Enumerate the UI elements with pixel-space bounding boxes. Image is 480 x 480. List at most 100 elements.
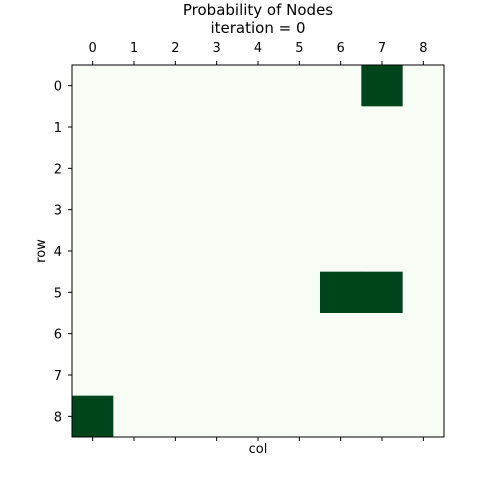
heatmap-cell [113,271,156,314]
heatmap-cell [402,354,445,397]
heatmap-cell [361,230,404,273]
heatmap-cell [72,65,114,107]
heatmap-cell [361,106,404,149]
heatmap-cell [320,395,362,438]
x-tick-label: 0 [89,41,97,56]
heatmap-cell [154,271,197,314]
chart-title: Probability of Nodes [183,1,333,19]
heatmap-cell [154,313,197,355]
heatmap-cell [402,106,445,149]
y-tick-label: 6 [54,328,62,343]
x-axis-label: col [249,442,268,457]
heatmap-cell [278,147,321,190]
heatmap-cell [320,230,362,273]
heatmap-cell [196,147,238,190]
heatmap-cell [154,230,197,273]
x-tick-label: 7 [378,41,386,56]
heatmap-cell [72,189,114,231]
heatmap-cell [237,65,280,107]
heatmap-cell [320,189,362,231]
x-tick-label: 1 [130,41,138,56]
heatmap-cell [237,189,280,231]
y-axis-label: row [34,239,49,263]
y-tick-label: 1 [54,121,62,136]
heatmap-cell [320,147,362,190]
heatmap-cell [196,313,238,355]
heatmap-cell [154,65,197,107]
heatmap-cell [278,189,321,231]
heatmap-cell [237,230,280,273]
heatmap-cell [237,395,280,438]
heatmap-cell [320,271,362,314]
heatmap-cell [320,354,362,397]
heatmap-cell [278,230,321,273]
heatmap-cell [361,147,404,190]
y-tick-label: 4 [54,245,62,260]
heatmap-cell [154,354,197,397]
heatmap-cell [278,395,321,438]
heatmap-cell [154,395,197,438]
heatmap-cell [154,147,197,190]
heatmap-cell [196,106,238,149]
heatmap-cell [278,65,321,107]
heatmap-cell [361,271,404,314]
heatmap-cell [402,271,445,314]
heatmap-cell [196,65,238,107]
y-tick-label: 5 [54,286,62,301]
heatmap-cell [72,230,114,273]
heatmap-cell [237,354,280,397]
heatmap-cell [113,106,156,149]
heatmap-cell [402,147,445,190]
heatmap-cell [278,313,321,355]
heatmap-cell [113,230,156,273]
x-tick-label: 8 [419,41,427,56]
heatmap-cell [113,395,156,438]
heatmap-cell [320,65,362,107]
heatmap-cell [72,106,114,149]
x-tick-label: 5 [295,41,303,56]
heatmap-cell [196,230,238,273]
heatmap-cell [154,106,197,149]
x-axis-ticks: 0 1 2 3 4 5 6 7 8 [89,41,427,441]
heatmap-cell [196,189,238,231]
heatmap-cell [72,354,114,397]
x-tick-label: 4 [254,41,262,56]
heatmap-cell [402,230,445,273]
heatmap-cell [278,106,321,149]
heatmap-cell [113,354,156,397]
heatmap-cell [113,313,156,355]
y-tick-label: 7 [54,369,62,384]
heatmap-cell [237,313,280,355]
heatmap-cell [72,313,114,355]
y-tick-label: 0 [54,80,62,95]
heatmap-cell [361,354,404,397]
y-tick-label: 8 [54,410,62,425]
heatmap-cell [196,271,238,314]
heatmap-cell [113,65,156,107]
heatmap-cell [113,189,156,231]
heatmap-cell [278,354,321,397]
heatmap-cell [237,271,280,314]
heatmap-cell [361,189,404,231]
x-tick-label: 6 [337,41,345,56]
heatmap-cell [237,147,280,190]
heatmap-cell [154,189,197,231]
y-tick-label: 3 [54,204,62,219]
heatmap-cell [402,65,445,107]
heatmap-cell [320,106,362,149]
heatmap-cell [361,65,404,107]
heatmap-cell [113,147,156,190]
y-tick-label: 2 [54,162,62,177]
heatmap-cell [320,313,362,355]
heatmap-cell [402,189,445,231]
x-tick-label: 2 [171,41,179,56]
heatmap-cell [402,313,445,355]
heatmap-cell [402,395,445,438]
heatmap-cells [72,65,445,438]
heatmap-cell [361,395,404,438]
heatmap-cell [196,395,238,438]
chart-subtitle: iteration = 0 [210,19,305,37]
heatmap-cell [196,354,238,397]
plot-frame [71,64,445,438]
